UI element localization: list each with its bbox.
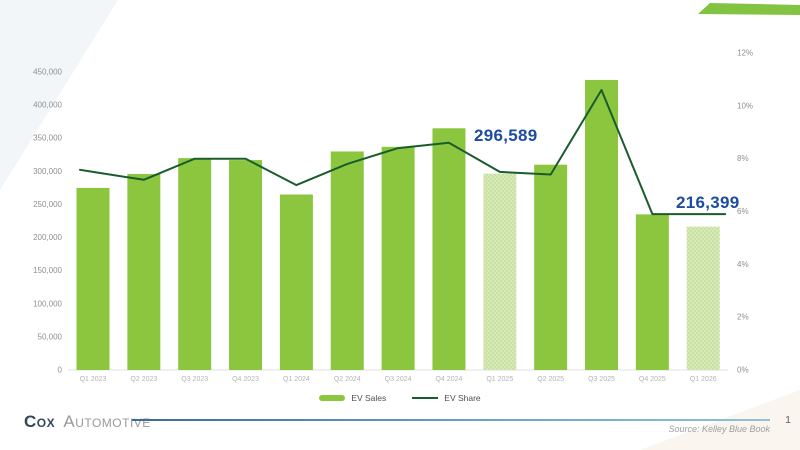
left-axis-tick: 250,000 bbox=[33, 200, 62, 209]
x-axis-label: Q3 2024 bbox=[385, 376, 412, 383]
left-axis-tick: 450,000 bbox=[33, 68, 62, 77]
right-axis-tick: 4% bbox=[737, 260, 749, 269]
right-axis-tick: 6% bbox=[737, 207, 749, 216]
left-axis-tick: 350,000 bbox=[33, 134, 62, 143]
annotation-q1-2025-value: 296,589 bbox=[474, 126, 538, 145]
right-axis-tick: 2% bbox=[737, 313, 749, 322]
right-axis-tick: 12% bbox=[737, 49, 753, 58]
footer-divider bbox=[132, 419, 770, 421]
left-axis-tick: 50,000 bbox=[38, 332, 63, 341]
ev-sales-bar bbox=[534, 164, 568, 370]
legend-label-ev-sales: EV Sales bbox=[351, 393, 387, 403]
legend-item-ev-share: EV Share bbox=[412, 393, 481, 403]
logo-primary-text: Cox bbox=[24, 412, 56, 431]
x-axis-label: Q4 2025 bbox=[639, 376, 666, 383]
x-axis-label: Q4 2023 bbox=[232, 376, 259, 383]
logo-secondary-text: Automotive bbox=[63, 412, 151, 431]
x-axis-label: Q1 2023 bbox=[80, 376, 107, 383]
right-axis-tick: 10% bbox=[737, 101, 753, 110]
x-axis-label: Q1 2025 bbox=[486, 376, 513, 383]
annotation-q1-2026-value: 216,399 bbox=[676, 193, 740, 212]
x-axis-label: Q2 2025 bbox=[537, 376, 564, 383]
corner-accent-ribbon bbox=[698, 3, 800, 15]
ev-sales-bar bbox=[229, 160, 263, 370]
chart-legend: EV Sales EV Share bbox=[0, 391, 800, 405]
ev-sales-bar bbox=[686, 226, 720, 370]
left-axis-tick: 0 bbox=[58, 366, 63, 375]
ev-share-line bbox=[79, 89, 727, 216]
right-axis-tick: 8% bbox=[737, 154, 749, 163]
ev-sales-bar bbox=[279, 194, 313, 370]
ev-sales-share-chart: 0 50,000 100,000 150,000 200,000 250,000 300,0… bbox=[33, 49, 753, 384]
ev-sales-bar bbox=[381, 146, 415, 370]
x-axis-label: Q1 2026 bbox=[690, 376, 717, 383]
ev-share-swatch-icon bbox=[412, 396, 439, 400]
ev-sales-bar bbox=[483, 173, 517, 370]
x-axis-label: Q3 2025 bbox=[588, 376, 615, 383]
left-axis-tick: 200,000 bbox=[33, 233, 62, 242]
x-axis-label: Q2 2024 bbox=[334, 376, 361, 383]
x-axis-label: Q1 2024 bbox=[283, 376, 310, 383]
page-number: 1 bbox=[785, 414, 791, 426]
cox-automotive-logo: Cox Automotive bbox=[24, 412, 151, 432]
left-axis-tick: 400,000 bbox=[33, 101, 62, 110]
ev-sales-bar bbox=[585, 79, 618, 371]
x-axis-label: Q3 2023 bbox=[181, 376, 208, 383]
ev-sales-bar bbox=[178, 158, 212, 370]
left-axis-tick: 150,000 bbox=[33, 266, 62, 275]
x-axis-label: Q4 2024 bbox=[436, 376, 463, 383]
legend-label-ev-share: EV Share bbox=[444, 393, 481, 403]
ev-sales-bar bbox=[635, 214, 669, 370]
left-axis-tick: 100,000 bbox=[33, 299, 62, 308]
right-axis-tick: 0% bbox=[737, 366, 749, 375]
ev-sales-bar bbox=[127, 173, 161, 370]
x-axis-label: Q2 2023 bbox=[130, 376, 157, 383]
source-credit: Source: Kelley Blue Book bbox=[668, 424, 770, 434]
ev-sales-bar bbox=[330, 151, 364, 370]
ev-sales-bar bbox=[432, 128, 466, 370]
left-axis-tick: 300,000 bbox=[33, 167, 62, 176]
legend-item-ev-sales: EV Sales bbox=[319, 393, 386, 403]
ev-sales-swatch-icon bbox=[319, 395, 346, 401]
ev-sales-bar bbox=[76, 187, 110, 370]
